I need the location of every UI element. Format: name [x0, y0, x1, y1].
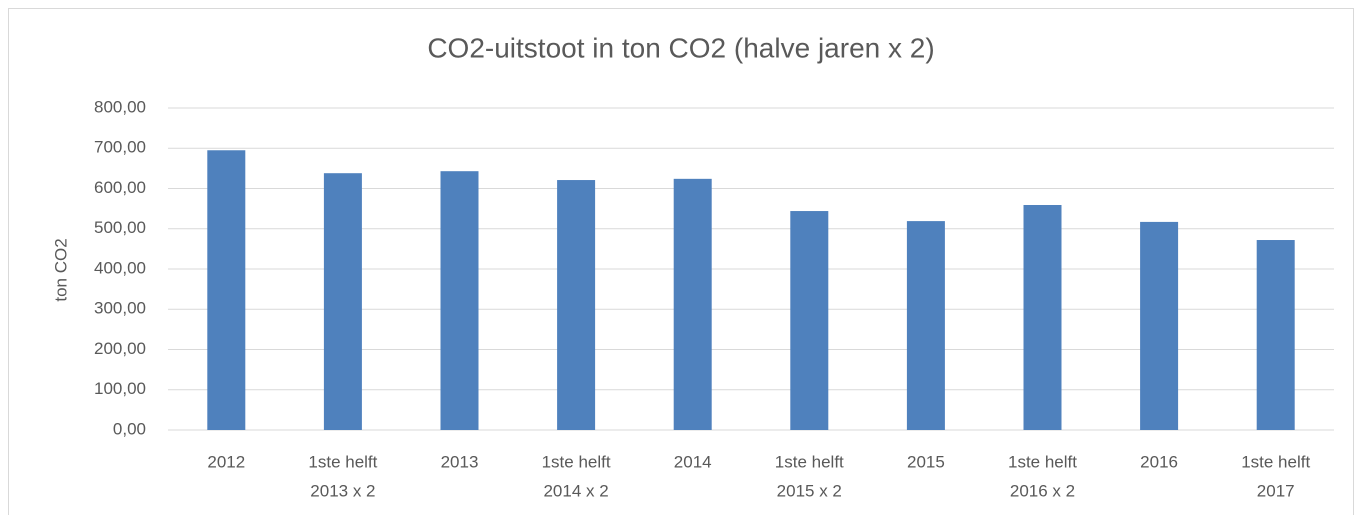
x-tick-label: 2016	[1140, 452, 1178, 471]
x-tick-label: 2014 x 2	[543, 481, 608, 500]
bar	[1140, 221, 1179, 430]
y-tick-label: 0,00	[113, 419, 146, 438]
y-tick-label: 300,00	[94, 299, 146, 318]
x-tick-label: 1ste helft	[775, 452, 844, 471]
bar	[1256, 240, 1295, 430]
chart-title: CO2-uitstoot in ton CO2 (halve jaren x 2…	[427, 32, 934, 63]
bar	[207, 150, 246, 430]
x-tick-label: 1ste helft	[308, 452, 377, 471]
x-tick-label: 2016 x 2	[1010, 481, 1075, 500]
x-tick-label: 1ste helft	[1241, 452, 1310, 471]
x-tick-label: 2013 x 2	[310, 481, 375, 500]
x-tick-label: 2017	[1257, 481, 1295, 500]
x-tick-label: 2015	[907, 452, 945, 471]
x-tick-label: 2013	[441, 452, 479, 471]
x-tick-label: 2015 x 2	[777, 481, 842, 500]
y-tick-label: 200,00	[94, 339, 146, 358]
x-tick-label: 1ste helft	[1008, 452, 1077, 471]
y-tick-label: 600,00	[94, 178, 146, 197]
bar	[906, 221, 945, 430]
bar	[440, 171, 479, 430]
y-tick-label: 400,00	[94, 258, 146, 277]
x-tick-label: 2012	[207, 452, 245, 471]
y-tick-label: 100,00	[94, 379, 146, 398]
y-tick-label: 500,00	[94, 218, 146, 237]
y-tick-label: 800,00	[94, 97, 146, 116]
y-axis-label: ton CO2	[51, 238, 70, 301]
bar	[1023, 205, 1062, 430]
bar	[790, 211, 829, 430]
x-tick-label: 1ste helft	[542, 452, 611, 471]
x-tick-label: 2014	[674, 452, 712, 471]
y-tick-label: 700,00	[94, 138, 146, 157]
bar	[673, 178, 712, 430]
bar	[557, 180, 596, 430]
bar	[323, 173, 362, 430]
